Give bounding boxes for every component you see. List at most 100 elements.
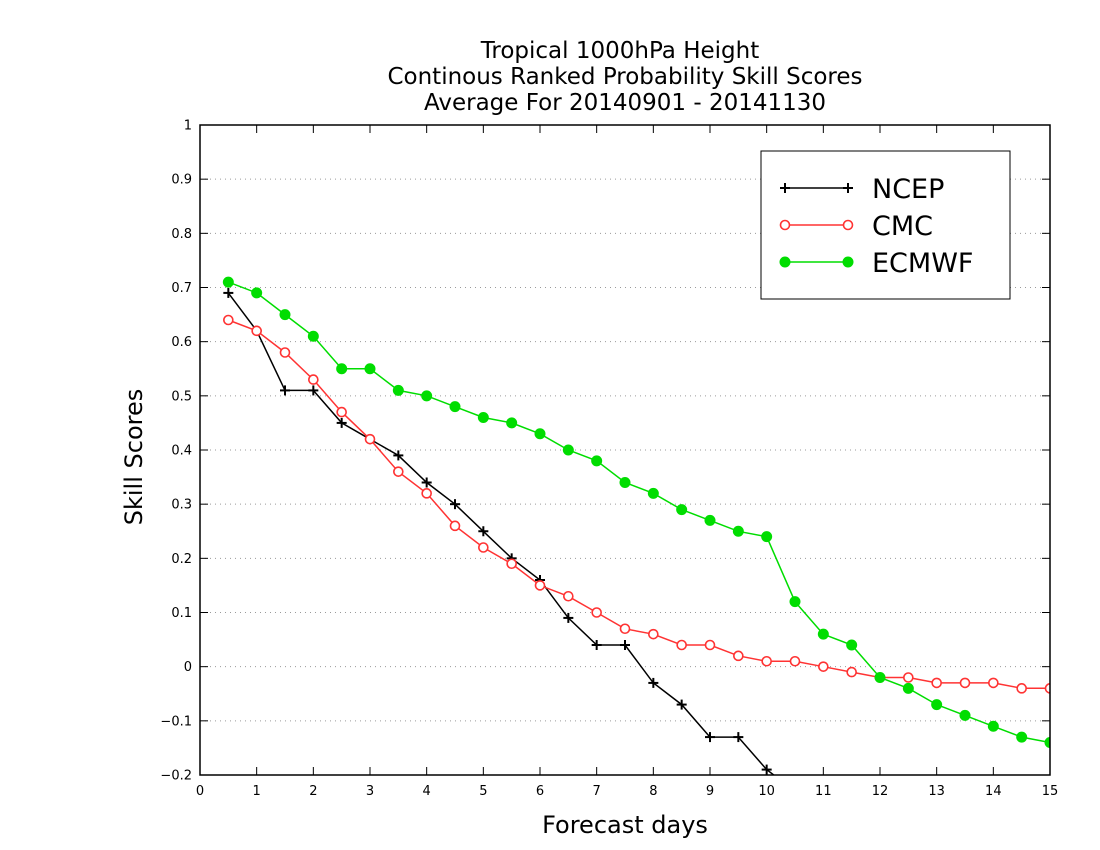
data-point-cmc [563,590,574,602]
data-point-cmc [1044,683,1050,694]
legend-sample-ncep [780,183,853,193]
data-point-ecmwf [704,514,716,526]
data-point-cmc [251,325,262,337]
data-point-ncep [591,640,602,650]
data-point-ecmwf [874,672,886,683]
data-point-ecmwf [987,720,999,732]
legend-sample-cmc [779,219,854,231]
y-tick-labels: −0.2 −0.1 0 0.1 0.2 0.3 0.4 0.5 0.6 0.7 0.8 0.9 1 [160,119,192,784]
series-line-cmc [228,319,1050,690]
data-point-ecmwf [477,412,489,423]
data-point-ncep [478,526,489,537]
x-tick-label: 1 [253,784,261,799]
x-tick-label: 9 [706,784,714,799]
data-point-ecmwf [846,639,858,651]
data-point-cmc [308,374,319,385]
data-point-ecmwf [789,596,801,608]
data-point-cmc [478,542,489,553]
grid-lines [200,178,1050,722]
chart-title-line-2: Continous Ranked Probability Skill Score… [387,64,862,90]
y-tick-label: 0.7 [171,281,192,296]
data-point-cmc [421,488,432,499]
data-point-ecmwf [1016,731,1028,743]
data-point-cmc [704,639,716,651]
data-point-ecmwf [421,390,433,402]
x-tick-label: 2 [309,784,317,799]
x-tick-label: 11 [815,784,832,799]
data-point-cmc [1016,683,1027,694]
legend-marker-cmc [779,219,791,231]
data-point-cmc [846,666,857,678]
legend-marker-ecmwf [779,256,791,268]
data-point-ecmwf [251,287,263,299]
data-point-ecmwf [902,682,914,694]
legend-marker-ncep [780,183,790,193]
data-point-ncep [421,477,432,488]
chart-title-line-1: Tropical 1000hPa Height [480,38,760,64]
data-point-ncep [733,732,744,743]
legend-label-ecmwf: ECMWF [872,248,973,279]
series-line-ecmwf [228,281,1050,744]
data-point-ecmwf [279,309,291,321]
legend-sample-ecmwf [779,256,854,268]
data-point-ecmwf [619,477,631,488]
y-tick-label: 0 [184,660,192,675]
data-point-ncep [336,417,347,428]
x-tick-label: 3 [366,784,374,799]
y-tick-label: −0.2 [160,769,192,784]
legend-items [779,183,854,268]
data-point-cmc [506,558,517,570]
data-point-ecmwf [817,628,829,640]
y-tick-label: 0.9 [171,173,192,188]
data-point-ecmwf [562,444,574,456]
legend-marker-ncep [843,183,853,193]
data-point-ecmwf [676,504,688,516]
data-point-ecmwf [534,428,546,440]
data-point-ncep [308,385,319,396]
data-point-ecmwf [591,455,603,467]
y-tick-label: 1 [184,119,192,134]
legend-marker-ecmwf [842,256,854,268]
legend-marker-cmc [842,219,854,231]
data-point-ecmwf [1044,737,1050,748]
y-tick-label: 0.6 [171,335,192,350]
y-tick-label: 0.2 [171,552,192,567]
data-point-cmc [733,650,744,662]
x-tick-label: 8 [649,784,657,799]
x-tick-label: 0 [196,784,204,799]
data-point-cmc [393,466,404,477]
series-cmc [223,314,1050,694]
data-point-ecmwf [761,531,773,543]
data-point-cmc [619,623,631,635]
x-tick-label: 10 [758,784,775,799]
data-point-cmc [676,639,687,651]
series-ecmwf [222,276,1050,748]
data-point-ncep [676,699,687,710]
series-line-ncep [227,292,775,775]
legend: NCEP CMC ECMWF [760,150,1011,300]
data-point-ncep [450,499,460,510]
data-point-ncep [620,640,630,650]
x-tick-label: 4 [423,784,431,799]
x-tick-label: 14 [985,784,1002,799]
data-point-ncep [563,612,574,623]
y-tick-label: 0.5 [171,389,192,404]
data-point-ecmwf [364,363,376,375]
data-point-cmc [761,655,772,667]
data-point-ecmwf [506,417,518,429]
data-point-ncep [648,677,659,688]
x-tick-label: 12 [872,784,889,799]
y-tick-label: 0.3 [171,498,192,513]
x-tick-label: 6 [536,784,544,799]
x-axis-label: Forecast days [542,811,708,839]
data-point-ecmwf [392,384,404,396]
data-point-cmc [648,628,659,640]
data-point-cmc [789,655,801,667]
legend-label-cmc: CMC [872,211,933,242]
data-point-cmc [959,677,971,689]
data-point-ecmwf [449,401,461,413]
data-point-cmc [534,580,546,591]
x-tick-label: 7 [593,784,601,799]
data-point-cmc [364,433,376,445]
